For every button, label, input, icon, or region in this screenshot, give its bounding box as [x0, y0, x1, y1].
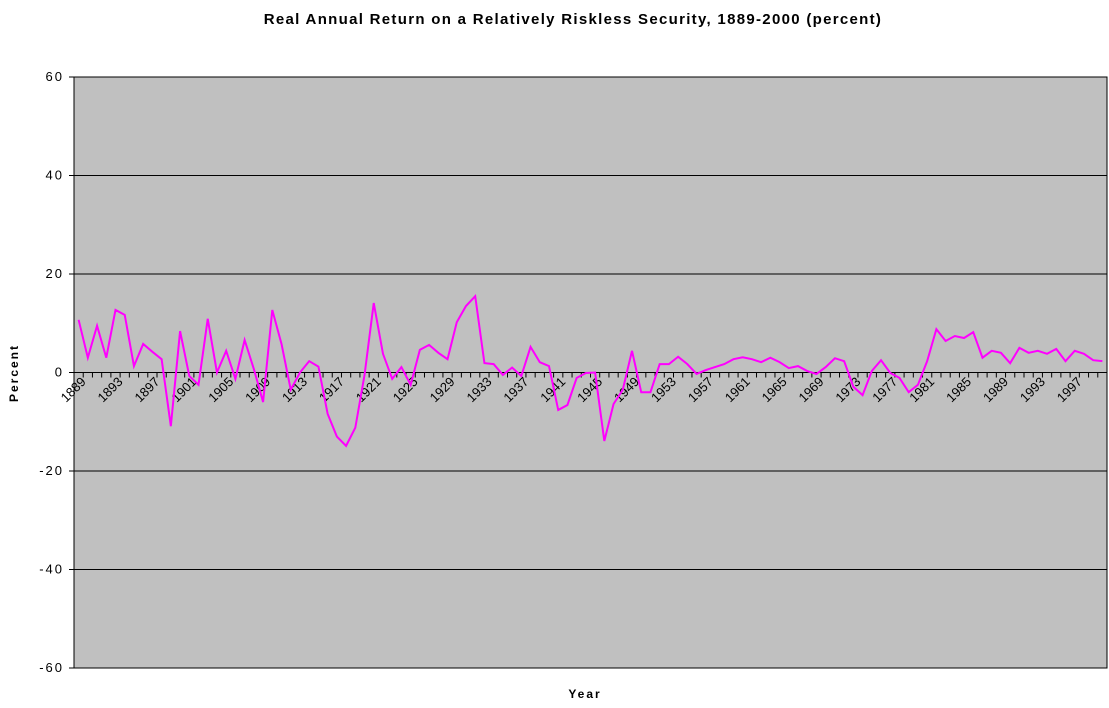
chart-title: Real Annual Return on a Relatively Riskl…: [264, 11, 882, 28]
y-tick-label: -20: [39, 463, 64, 478]
data-line: [77, 293, 1103, 448]
y-tick-label: 40: [46, 168, 64, 183]
y-axis-title: Percent: [7, 344, 21, 402]
y-tick-label: 60: [46, 69, 64, 84]
x-axis-title: Year: [568, 687, 601, 701]
y-tick-label: 20: [46, 266, 64, 281]
y-tick-label: -60: [39, 660, 64, 675]
y-tick-label: 0: [55, 365, 64, 380]
y-tick-label: -40: [39, 562, 64, 577]
